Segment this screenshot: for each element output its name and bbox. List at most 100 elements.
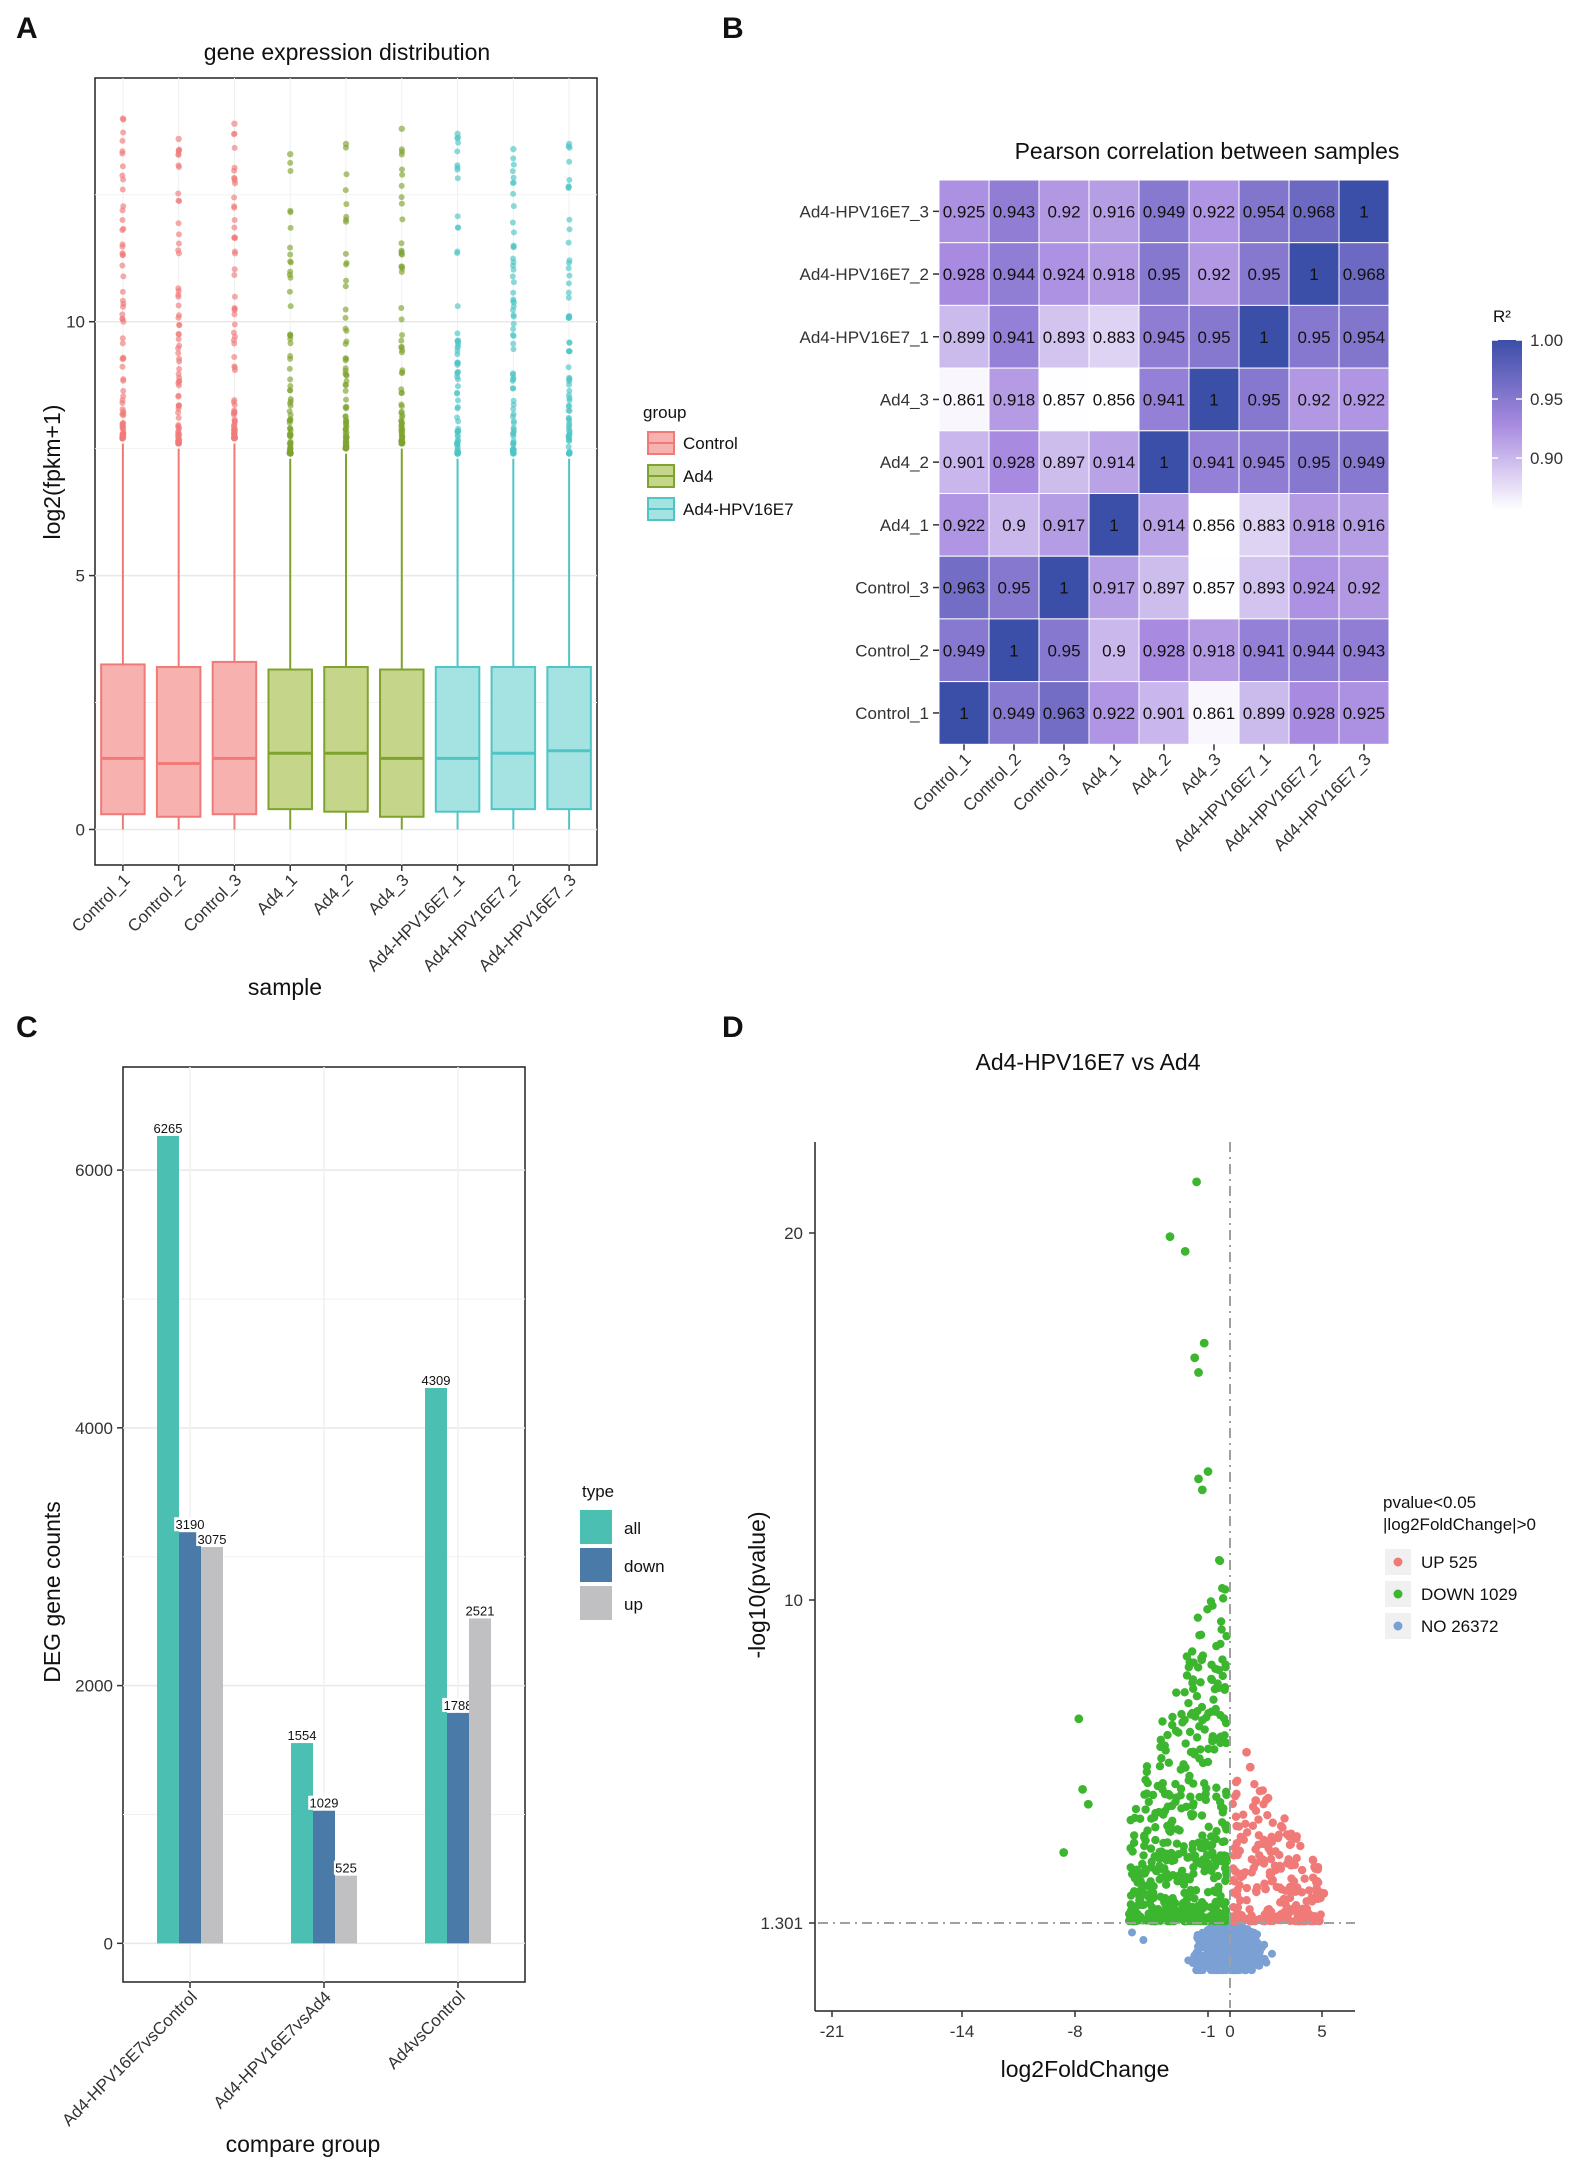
heatmap-cell-value: 1 [1209, 390, 1218, 409]
bar-all [291, 1743, 313, 1944]
outlier-point [565, 414, 572, 421]
point-down [1188, 1839, 1198, 1849]
point-down [1222, 1790, 1231, 1800]
heatmap-cell [1188, 555, 1240, 620]
point-down [1212, 1792, 1221, 1801]
point-down [1184, 1662, 1194, 1672]
point-down [1215, 1855, 1224, 1864]
point-down [1201, 1795, 1211, 1805]
point-down [1217, 1625, 1226, 1634]
b-xtick-label: Ad4_3 [1177, 750, 1225, 798]
point-down [1218, 1898, 1227, 1907]
point-down [1083, 1799, 1093, 1809]
outlier-point [509, 168, 516, 175]
outlier-point [287, 167, 294, 174]
outlier-point [565, 289, 572, 296]
point-no [1243, 1928, 1252, 1937]
point-up [1268, 1818, 1277, 1827]
point-down [1156, 1916, 1165, 1926]
outlier-point [120, 423, 127, 430]
point-down [1218, 1671, 1227, 1681]
outlier-point [231, 311, 238, 318]
outlier-point [342, 382, 349, 389]
point-down [1216, 1639, 1225, 1649]
outlier-point [509, 306, 516, 313]
point-no [1201, 1959, 1210, 1968]
outlier-point [509, 273, 516, 280]
outlier-point [398, 403, 405, 410]
outlier-point [398, 430, 405, 437]
point-up [1285, 1832, 1294, 1841]
heatmap-cell-value: 0.945 [1243, 453, 1286, 472]
outlier-point [287, 268, 294, 275]
outlier-point-max [231, 120, 238, 127]
heatmap-cell-value: 0.92 [1347, 579, 1380, 598]
heatmap-cell [1338, 430, 1390, 494]
point-up [1233, 1850, 1242, 1860]
point-down [1193, 1613, 1203, 1622]
point-down [1165, 1791, 1175, 1800]
point-down [1155, 1854, 1164, 1863]
point-down [1182, 1671, 1192, 1680]
outlier-point [287, 355, 294, 362]
point-no [1212, 1940, 1221, 1949]
heatmap-cell-value: 0.916 [1343, 516, 1386, 535]
point-down [1211, 1907, 1220, 1917]
point-no [1215, 1923, 1224, 1932]
outlier-point [509, 385, 516, 392]
outlier-point [454, 344, 461, 351]
heatmap-cell-value: 0.899 [943, 328, 986, 347]
outlier-point [120, 318, 127, 325]
d-ytick-label: 20 [784, 1224, 803, 1243]
panel-c-y-label: DEG gene counts [39, 1501, 65, 1683]
outlier-point [232, 180, 239, 187]
panel-a-boxes [100, 115, 592, 830]
heatmap-cell-value: 0.92 [1297, 390, 1330, 409]
box-Ad4_1 [267, 668, 313, 811]
heatmap-cell-value: 1 [1159, 453, 1168, 472]
outlier-point [176, 312, 183, 319]
point-down [1157, 1847, 1166, 1856]
heatmap-cell-value: 1 [1059, 579, 1068, 598]
outlier-point [566, 272, 573, 279]
outlier-point [510, 325, 517, 332]
point-down [1197, 1702, 1207, 1712]
point-down [1141, 1867, 1150, 1876]
bar-value-label: 1788 [444, 1698, 473, 1713]
panel-b-title: Pearson correlation between samples [1015, 138, 1400, 164]
b-ytick-label: Ad4-HPV16E7_1 [800, 328, 929, 347]
heatmap-cell-value: 0.949 [1143, 202, 1186, 221]
heatmap-cell [938, 430, 990, 494]
heatmap-cell-value: 0.918 [1193, 641, 1236, 660]
outlier-point [510, 340, 517, 347]
outlier-point [398, 240, 405, 247]
heatmap-cell-value: 0.861 [1193, 704, 1236, 723]
outlier-point [565, 265, 572, 272]
outlier-point-max [454, 130, 461, 138]
point-no [1139, 1935, 1148, 1944]
point-down [1190, 1894, 1199, 1903]
heatmap-cell [1188, 681, 1240, 745]
point-down [1168, 1915, 1177, 1925]
legend-key-down [580, 1548, 612, 1582]
outlier-point [286, 365, 293, 372]
legend-label: Control [683, 434, 738, 453]
heatmap-cell-value: 0.968 [1293, 202, 1336, 221]
outlier-point [231, 266, 238, 273]
outlier-point [566, 176, 573, 183]
outlier-point [342, 426, 349, 433]
point-up [1312, 1877, 1321, 1887]
point-down [1189, 1863, 1198, 1872]
point-no [1192, 1948, 1201, 1957]
legend-key-all [580, 1510, 612, 1544]
colorbar-ticks: 1.00 0.95 0.90 [1492, 331, 1563, 468]
point-up [1292, 1854, 1301, 1863]
heatmap-cell [1338, 555, 1390, 620]
heatmap-cell-value: 0.949 [993, 704, 1036, 723]
outlier-point [175, 382, 182, 389]
point-down [1161, 1880, 1171, 1889]
outlier-point [566, 339, 573, 346]
point-down [1189, 1747, 1198, 1757]
box-Ad4_3 [379, 668, 425, 818]
outlier-point [510, 406, 517, 413]
